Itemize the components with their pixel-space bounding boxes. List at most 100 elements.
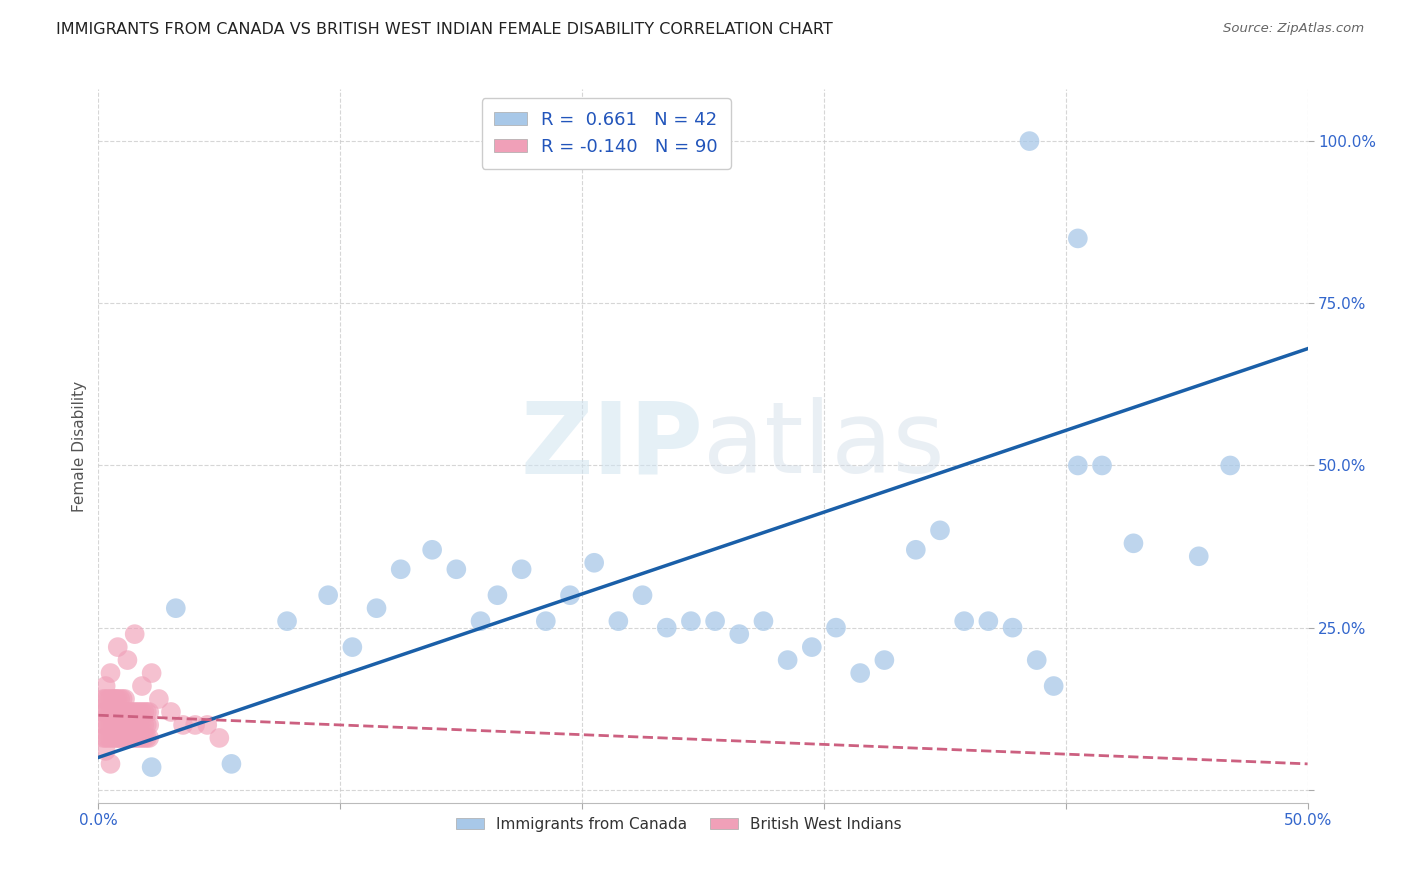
Point — [107, 640, 129, 654]
Point — [111, 718, 134, 732]
Point — [127, 731, 149, 745]
Point — [100, 692, 122, 706]
Point — [728, 627, 751, 641]
Point — [1067, 231, 1090, 245]
Point — [111, 705, 134, 719]
Point — [316, 588, 339, 602]
Point — [104, 731, 127, 745]
Point — [97, 705, 120, 719]
Point — [97, 718, 120, 732]
Point — [141, 666, 163, 681]
Y-axis label: Female Disability: Female Disability — [72, 380, 87, 512]
Legend: Immigrants from Canada, British West Indians: Immigrants from Canada, British West Ind… — [450, 811, 907, 838]
Point — [134, 718, 156, 732]
Point — [1042, 679, 1064, 693]
Point — [121, 705, 143, 719]
Point — [100, 756, 122, 771]
Point — [486, 588, 509, 602]
Point — [91, 705, 114, 719]
Point — [101, 718, 124, 732]
Point — [135, 705, 157, 719]
Point — [121, 731, 143, 745]
Point — [131, 705, 153, 719]
Point — [208, 731, 231, 745]
Point — [134, 731, 156, 745]
Point — [1067, 458, 1090, 473]
Point — [776, 653, 799, 667]
Point — [107, 705, 129, 719]
Point — [904, 542, 927, 557]
Text: IMMIGRANTS FROM CANADA VS BRITISH WEST INDIAN FEMALE DISABILITY CORRELATION CHAR: IMMIGRANTS FROM CANADA VS BRITISH WEST I… — [56, 22, 832, 37]
Point — [446, 562, 468, 576]
Point — [131, 731, 153, 745]
Point — [118, 718, 141, 732]
Point — [127, 718, 149, 732]
Point — [101, 731, 124, 745]
Point — [849, 666, 872, 681]
Point — [124, 718, 146, 732]
Point — [953, 614, 976, 628]
Point — [389, 562, 412, 576]
Point — [135, 731, 157, 745]
Point — [108, 718, 131, 732]
Point — [583, 556, 606, 570]
Point — [342, 640, 364, 654]
Point — [510, 562, 533, 576]
Point — [631, 588, 654, 602]
Point — [127, 718, 149, 732]
Point — [800, 640, 823, 654]
Point — [1122, 536, 1144, 550]
Point — [104, 705, 127, 719]
Point — [184, 718, 207, 732]
Point — [94, 679, 117, 693]
Point — [124, 627, 146, 641]
Point — [111, 692, 134, 706]
Point — [107, 692, 129, 706]
Point — [752, 614, 775, 628]
Point — [100, 705, 122, 719]
Point — [420, 542, 443, 557]
Point — [276, 614, 298, 628]
Point — [534, 614, 557, 628]
Point — [1001, 621, 1024, 635]
Point — [108, 692, 131, 706]
Point — [704, 614, 727, 628]
Point — [111, 705, 134, 719]
Point — [138, 705, 160, 719]
Point — [107, 731, 129, 745]
Point — [118, 731, 141, 745]
Point — [138, 731, 160, 745]
Point — [100, 731, 122, 745]
Point — [118, 705, 141, 719]
Point — [873, 653, 896, 667]
Point — [1091, 458, 1114, 473]
Point — [825, 621, 848, 635]
Point — [91, 731, 114, 745]
Point — [101, 705, 124, 719]
Point — [104, 718, 127, 732]
Point — [134, 705, 156, 719]
Point — [118, 718, 141, 732]
Point — [1188, 549, 1211, 564]
Point — [107, 731, 129, 745]
Point — [94, 705, 117, 719]
Point — [94, 731, 117, 745]
Point — [100, 666, 122, 681]
Point — [114, 692, 136, 706]
Point — [128, 705, 150, 719]
Point — [124, 731, 146, 745]
Point — [655, 621, 678, 635]
Point — [131, 718, 153, 732]
Text: Source: ZipAtlas.com: Source: ZipAtlas.com — [1223, 22, 1364, 36]
Point — [221, 756, 243, 771]
Point — [679, 614, 702, 628]
Text: atlas: atlas — [703, 398, 945, 494]
Point — [91, 692, 114, 706]
Point — [138, 718, 160, 732]
Point — [117, 705, 139, 719]
Point — [127, 705, 149, 719]
Point — [108, 731, 131, 745]
Point — [135, 718, 157, 732]
Point — [128, 731, 150, 745]
Point — [111, 731, 134, 745]
